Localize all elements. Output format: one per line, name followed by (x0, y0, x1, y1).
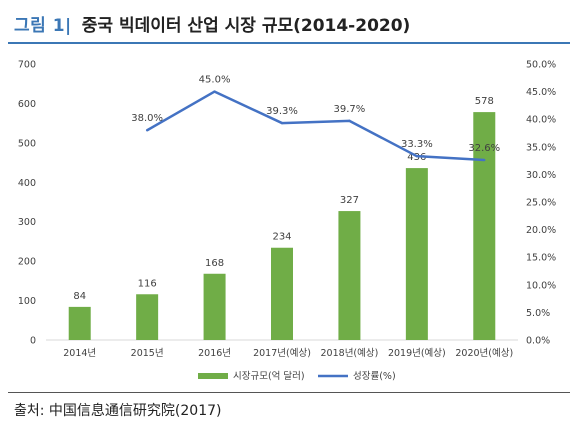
bar (68, 306, 91, 340)
bar (338, 211, 361, 340)
bar-data-label: 116 (138, 278, 157, 289)
bar-data-label: 327 (340, 195, 359, 206)
y-right-tick-label: 35.0% (526, 142, 556, 153)
x-tick-label: 2018년(예상) (321, 348, 379, 359)
bar-data-label: 168 (205, 258, 224, 269)
y-left-tick-label: 0 (30, 336, 36, 347)
y-left-tick-label: 200 (18, 257, 36, 268)
figure-title: 중국 빅데이터 산업 시장 규모(2014-2020) (81, 15, 411, 36)
x-tick-label: 2020년(예상) (455, 348, 513, 359)
y-left-tick-label: 400 (18, 178, 36, 189)
growth-point (348, 119, 351, 123)
growth-point (415, 154, 419, 158)
line-data-label: 39.3% (266, 106, 298, 117)
y-right-tick-label: 10.0% (526, 280, 556, 291)
x-tick-label: 2014년 (63, 348, 96, 359)
legend-bar-label: 시장규모(억 달러) (233, 370, 305, 382)
growth-point (280, 121, 284, 125)
line-data-label: 33.3% (401, 139, 433, 150)
y-right-tick-label: 45.0% (526, 87, 556, 98)
y-right-tick-label: 50.0% (526, 60, 556, 71)
bar (271, 247, 293, 340)
bar (136, 294, 159, 340)
bar-data-label: 578 (475, 96, 494, 107)
bar-data-label: 234 (272, 232, 291, 243)
y-left-tick-label: 600 (18, 99, 36, 110)
growth-point (145, 129, 149, 132)
figure-label: 그림 1| (14, 15, 72, 36)
bar (473, 112, 496, 340)
y-right-tick-label: 15.0% (526, 253, 556, 264)
x-tick-label: 2015년 (131, 348, 164, 359)
y-left-tick-label: 500 (18, 138, 36, 149)
legend-bar-swatch (198, 373, 228, 379)
y-right-tick-label: 0.0% (526, 336, 550, 347)
x-tick-label: 2016년 (198, 348, 231, 359)
bar-data-label: 436 (407, 152, 426, 163)
y-right-tick-label: 25.0% (526, 198, 556, 209)
source-note: 출처: 中国信息通信研究院(2017) (14, 403, 222, 419)
bar (203, 273, 226, 340)
growth-point (483, 158, 486, 162)
x-tick-label: 2017년(예상) (253, 348, 311, 359)
line-data-label: 38.0% (131, 113, 163, 124)
bar-data-label: 84 (73, 291, 86, 302)
y-left-tick-label: 300 (18, 217, 36, 228)
y-left-tick-label: 700 (18, 60, 36, 71)
growth-point (213, 90, 216, 93)
x-tick-label: 2019년(예상) (388, 348, 446, 359)
footer-divider (8, 392, 570, 393)
y-right-tick-label: 5.0% (526, 308, 550, 319)
y-right-tick-label: 40.0% (526, 115, 556, 126)
line-data-label: 45.0% (199, 75, 231, 86)
line-data-label: 32.6% (468, 143, 500, 154)
y-right-tick-label: 30.0% (526, 170, 556, 181)
legend-line-label: 성장률(%) (353, 371, 396, 382)
line-data-label: 39.7% (334, 104, 366, 115)
title-divider (8, 42, 570, 44)
chart: 0 100 200 300 400 500 600 700 0.0% 5.0% 10.0% 15.0%… (18, 60, 556, 383)
bar (405, 168, 428, 340)
y-right-tick-label: 20.0% (526, 225, 556, 236)
growth-line (146, 90, 485, 162)
figure-title-bar: 그림 1| 중국 빅데이터 산업 시장 규모(2014-2020) (14, 8, 410, 38)
y-left-tick-label: 100 (18, 296, 36, 307)
